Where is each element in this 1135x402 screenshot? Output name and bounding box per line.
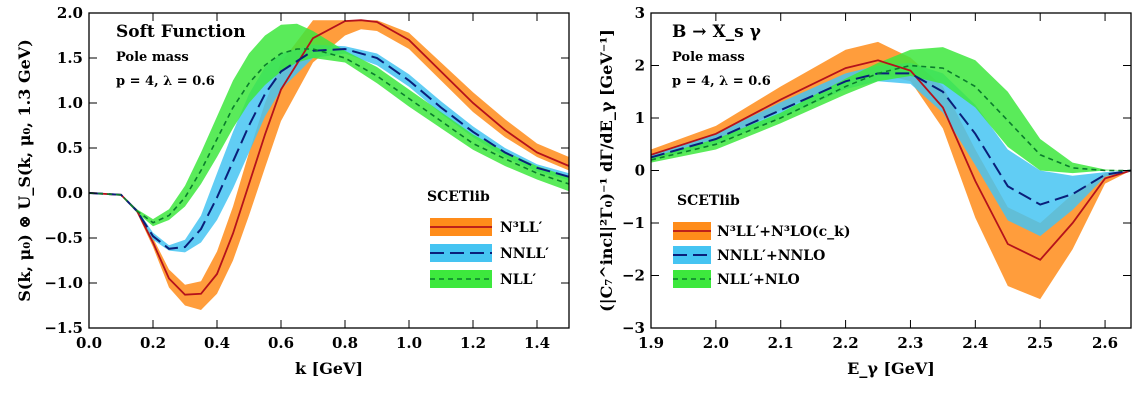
- x-tick-label: 1.4: [524, 334, 550, 352]
- y-tick-label: −2: [622, 267, 645, 285]
- x-tick-label: 2.1: [768, 334, 794, 352]
- x-tick-label: 2.4: [962, 334, 988, 352]
- x-tick-label: 0.8: [332, 334, 358, 352]
- legend-label: NLL′+NLO: [717, 272, 800, 288]
- photon-spectrum-chart: 1.9 2.0 2.1 2.2 2.3 2.4 2.5 2.6 −3 −2 −1 0 1 2 3 E_γ [G…: [597, 4, 1132, 378]
- series-line-0: [651, 59, 1131, 261]
- soft-function-chart: 0.0 0.2 0.4 0.6 0.8 1.0 1.2 1.4 −1.5 −1.0 −0.5 0.0 0…: [15, 4, 570, 378]
- x-tick-label: 0.0: [76, 334, 102, 352]
- y-tick-label: 3: [635, 4, 645, 22]
- y-tick-label: 2.0: [57, 4, 83, 22]
- inset-parameters: p = 4, λ = 0.6: [116, 74, 215, 89]
- y-tick-label: −1.0: [44, 274, 83, 292]
- y-axis-label: S(k, μ₀) ⊗ U_S(k, μ₀, 1.3 GeV): [15, 39, 34, 302]
- legend-label: NNLL′+NNLO: [717, 248, 825, 264]
- x-tick-label: 2.3: [897, 334, 923, 352]
- x-tick-label: 1.0: [396, 334, 422, 352]
- x-tick-label: 1.2: [460, 334, 486, 352]
- x-tick-label: 0.2: [140, 334, 166, 352]
- band-1: [651, 62, 1131, 237]
- inset-parameters: p = 4, λ = 0.6: [672, 74, 771, 89]
- y-tick-label: 2: [635, 57, 645, 75]
- y-tick-label: 1.0: [57, 94, 83, 112]
- band-1: [89, 44, 569, 253]
- legend-label: N³LL′: [500, 220, 543, 236]
- legend-swatch-band: [673, 246, 711, 264]
- y-axis-label: (|C₇^incl|²Γ₀)⁻¹ dΓ/dE_γ [GeV⁻¹]: [597, 29, 616, 312]
- y-tick-label: 0.5: [57, 139, 83, 157]
- series-line-1: [651, 72, 1131, 206]
- inset-title: Soft Function: [116, 22, 246, 42]
- legend-label: NLL′: [500, 272, 536, 288]
- x-tick-label: 0.4: [204, 334, 230, 352]
- y-tick-label: 0: [635, 162, 645, 180]
- x-tick-label: 1.9: [638, 334, 664, 352]
- legend-title: SCETlib: [677, 193, 740, 209]
- band-0: [651, 41, 1131, 300]
- inset-mass-scheme: Pole mass: [116, 50, 189, 65]
- y-tick-label: −1: [622, 214, 645, 232]
- y-tick-label: 1: [635, 109, 645, 127]
- inset-title: B → X_s γ: [672, 22, 762, 42]
- series-line-1: [89, 47, 569, 250]
- y-tick-label: −0.5: [44, 229, 83, 247]
- y-tick-label: −3: [622, 319, 645, 337]
- x-tick-label: 2.0: [703, 334, 729, 352]
- plot-frame: [88, 12, 570, 329]
- legend-label: NNLL′: [500, 246, 549, 262]
- x-tick-label: 2.2: [833, 334, 859, 352]
- series-line-0: [89, 19, 569, 296]
- series-line-2: [651, 64, 1131, 172]
- x-tick-label: 2.6: [1092, 334, 1118, 352]
- x-axis-label: k [GeV]: [295, 359, 363, 378]
- y-tick-label: 1.5: [57, 49, 83, 67]
- y-tick-label: −1.5: [44, 319, 83, 337]
- x-tick-label: 0.6: [268, 334, 294, 352]
- y-tick-label: 0.0: [57, 184, 83, 202]
- band-2: [651, 47, 1131, 174]
- legend-label: N³LL′+N³LO(c_k): [717, 224, 850, 240]
- x-tick-label: 2.5: [1027, 334, 1053, 352]
- x-axis-label: E_γ [GeV]: [847, 359, 935, 378]
- series-line-2: [89, 48, 569, 224]
- legend-title: SCETlib: [427, 189, 490, 205]
- inset-mass-scheme: Pole mass: [672, 50, 745, 65]
